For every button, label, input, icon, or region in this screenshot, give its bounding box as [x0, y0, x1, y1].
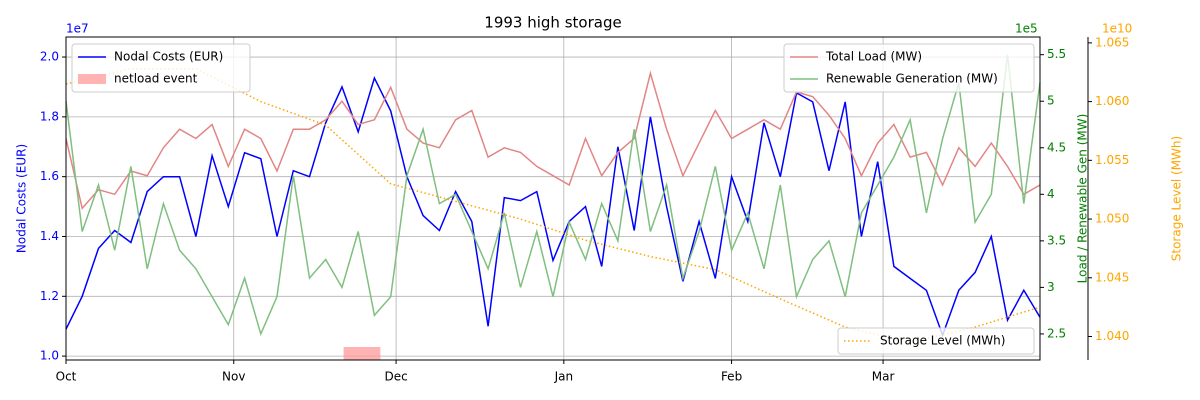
legend-label: Renewable Generation (MW) — [826, 72, 998, 86]
y3-tick-label: 1.055 — [1095, 153, 1129, 167]
chart-title: 1993 high storage — [484, 14, 621, 32]
legend-box — [783, 43, 1035, 93]
y-offset: 1e7 — [66, 22, 89, 36]
y3-axis-label: Storage Level (MWh) — [1170, 136, 1184, 261]
x-tick-label: Oct — [56, 370, 77, 384]
y2-tick-label: 3.5 — [1047, 233, 1066, 247]
y3-tick-label: 1.065 — [1095, 35, 1129, 49]
y-tick-label: 1.4 — [40, 229, 59, 243]
y2-tick-label: 4.5 — [1047, 140, 1066, 154]
x-tick-label: Jan — [554, 370, 574, 384]
y-tick-label: 2.0 — [40, 50, 59, 64]
legend-box — [71, 43, 251, 93]
y3-tick-label: 1.040 — [1095, 329, 1129, 343]
legend-label: Total Load (MW) — [825, 50, 922, 64]
legend-label: netload event — [114, 72, 198, 86]
series-line — [65, 54, 1041, 337]
legend-swatch — [78, 74, 106, 84]
y3-tick-label: 1.060 — [1095, 94, 1129, 108]
y2-offset: 1e5 — [1015, 22, 1038, 36]
series-line — [65, 75, 1041, 338]
event-span — [343, 347, 381, 360]
y-tick-label: 1.0 — [40, 349, 59, 363]
y-tick-label: 1.6 — [40, 169, 59, 183]
x-tick-label: Mar — [872, 370, 895, 384]
y3-tick-label: 1.045 — [1095, 270, 1129, 284]
x-tick-label: Nov — [222, 370, 245, 384]
x-tick-label: Feb — [721, 370, 742, 384]
y2-tick-label: 3 — [1047, 280, 1055, 294]
series-line — [65, 67, 1041, 344]
legend-label: Storage Level (MWh) — [880, 334, 1005, 348]
legend-box — [837, 327, 1035, 355]
y2-tick-label: 4 — [1047, 187, 1055, 201]
y-tick-label: 1.2 — [40, 289, 59, 303]
x-tick-label: Dec — [384, 370, 407, 384]
legend-label: Nodal Costs (EUR) — [114, 50, 223, 64]
y2-axis-label: Load / Renewable Gen (MW) — [1076, 114, 1090, 284]
y2-tick-label: 5 — [1047, 94, 1055, 108]
y2-tick-label: 2.5 — [1047, 326, 1066, 340]
y2-tick-label: 5.5 — [1047, 47, 1066, 61]
y3-offset: 1e10 — [1102, 22, 1132, 36]
y3-tick-label: 1.050 — [1095, 212, 1129, 226]
y-tick-label: 1.8 — [40, 109, 59, 123]
plot-frame — [65, 36, 1041, 361]
series-line — [65, 70, 1041, 210]
y-axis-label: Nodal Costs (EUR) — [15, 144, 29, 253]
